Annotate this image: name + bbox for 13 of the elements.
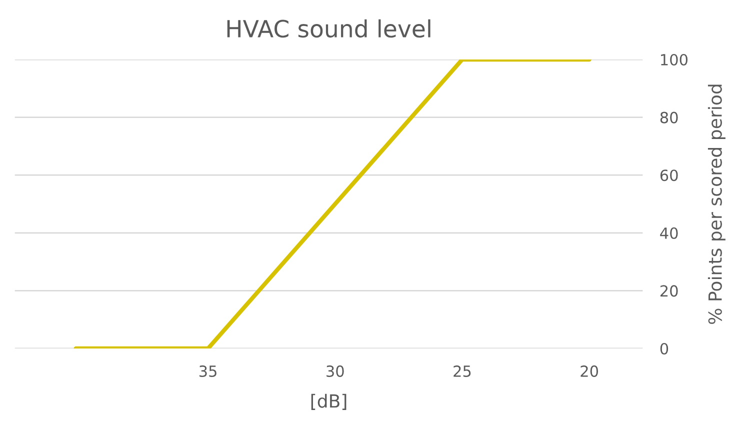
- x-tick-label: 30: [326, 365, 344, 377]
- x-tick-label: 20: [580, 365, 598, 377]
- y-tick-label: 100: [661, 54, 688, 66]
- x-tick-label: 25: [454, 365, 471, 377]
- y-tick-label: 80: [660, 112, 678, 124]
- x-tick-label: 35: [199, 365, 216, 377]
- y-axis-title: % Points per scored period: [708, 84, 726, 324]
- y-tick-label: 60: [660, 170, 678, 182]
- y-tick-label: 20: [660, 285, 678, 297]
- chart-title: HVAC sound level: [227, 19, 430, 38]
- x-axis-title: [dB]: [311, 394, 346, 410]
- y-tick-label: 40: [660, 227, 678, 239]
- y-tick-label: 0: [660, 342, 668, 355]
